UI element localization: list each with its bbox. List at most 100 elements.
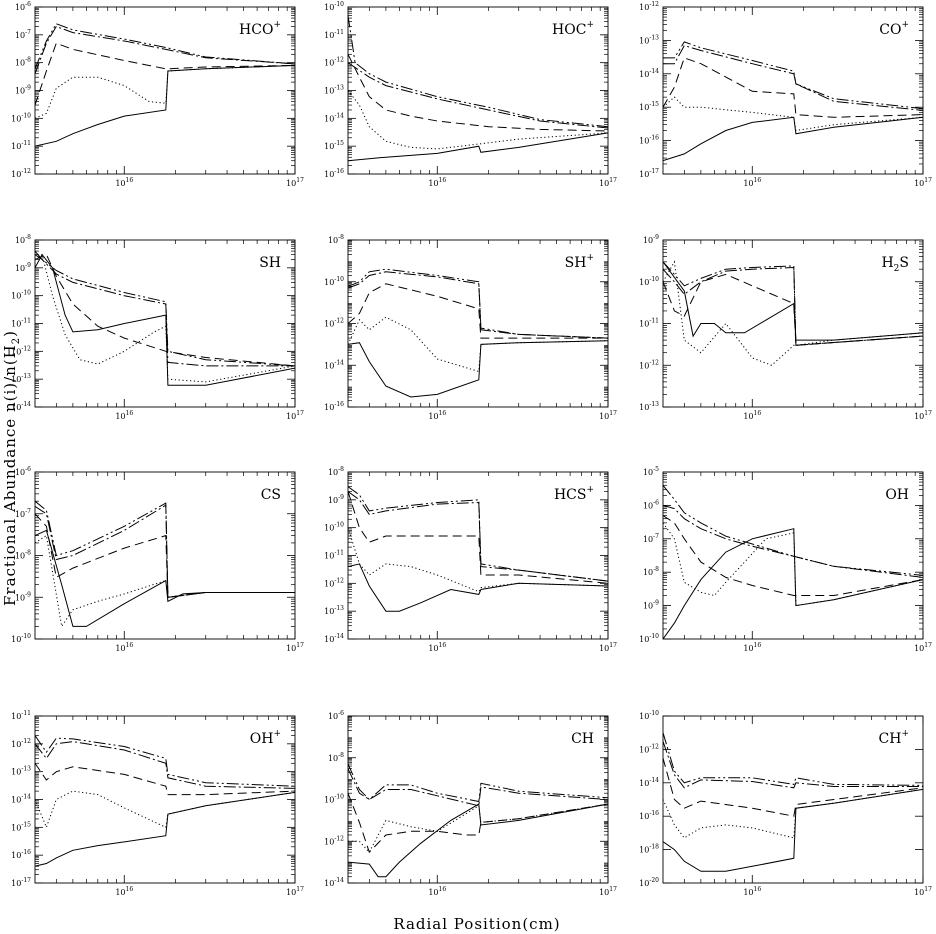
panel-title: OH bbox=[885, 487, 909, 503]
y-tick-label: 10-11 bbox=[11, 140, 31, 151]
y-tick-label: 10-12 bbox=[324, 318, 344, 329]
panel-5: 1016 1017 10-13 10-12 10-11 10-10 10-9 H2S bbox=[639, 234, 932, 421]
y-tick-label: 10-10 bbox=[639, 633, 659, 644]
plot-frame bbox=[34, 471, 296, 640]
panel-9: 1016 1017 10-17 10-16 10-15 10-14 10-13 10-12 10… bbox=[11, 710, 304, 897]
series-line-dashed bbox=[348, 491, 608, 584]
y-tick-label: 10-16 bbox=[639, 810, 659, 821]
y-tick-label: 10-14 bbox=[324, 359, 344, 370]
y-tick-label: 10-13 bbox=[639, 34, 659, 45]
y-tick-label: 10-8 bbox=[328, 234, 344, 245]
series-line-solid bbox=[663, 261, 923, 341]
y-tick-label: 10-9 bbox=[643, 600, 659, 611]
x-tick-label: 1017 bbox=[286, 177, 304, 188]
series-line-dashdotdot bbox=[348, 15, 608, 128]
series-line-dashdot bbox=[663, 504, 923, 578]
y-tick-label: 10-10 bbox=[324, 522, 344, 533]
y-tick-label: 10-15 bbox=[11, 821, 31, 832]
y-tick-label: 10-8 bbox=[15, 234, 31, 245]
series-line-dashed bbox=[663, 515, 923, 596]
y-tick-label: 10-10 bbox=[11, 633, 31, 644]
y-tick-label: 10-12 bbox=[11, 345, 31, 356]
y-tick-label: 10-12 bbox=[11, 738, 31, 749]
y-tick-label: 10-17 bbox=[11, 877, 31, 888]
panel-3: 1016 1017 10-14 10-13 10-12 10-11 10-10 10-9 10-… bbox=[11, 234, 304, 421]
y-tick-label: 10-14 bbox=[11, 794, 31, 805]
y-tick-label: 10-8 bbox=[15, 550, 31, 561]
series-line-dashdot bbox=[35, 25, 295, 74]
y-tick-label: 10-11 bbox=[639, 318, 659, 329]
y-tick-label: 10-11 bbox=[11, 710, 31, 721]
x-tick-label: 1016 bbox=[428, 410, 446, 421]
series-line-solid bbox=[348, 132, 608, 162]
series-line-solid bbox=[348, 803, 608, 878]
series-line-solid bbox=[35, 253, 295, 386]
x-tick-label: 1016 bbox=[428, 886, 446, 897]
y-tick-label: 10-13 bbox=[639, 401, 659, 412]
panel-8: 1016 1017 10-10 10-9 10-8 10-7 10-6 10-5 OH bbox=[639, 466, 932, 653]
panel-title: H2S bbox=[881, 255, 909, 274]
panel-title: HOC+ bbox=[552, 20, 594, 38]
series-line-dotted bbox=[35, 790, 295, 829]
series-line-dashed bbox=[348, 793, 608, 854]
plot-frame bbox=[662, 6, 924, 175]
series-line-dashed bbox=[663, 757, 923, 817]
panel-title: CS bbox=[261, 487, 281, 503]
series-line-solid bbox=[348, 340, 608, 398]
series-line-dashdotdot bbox=[35, 500, 295, 598]
y-axis-title-sub: 2 bbox=[11, 337, 22, 344]
y-tick-label: 10-10 bbox=[11, 290, 31, 301]
x-axis-title: Radial Position(cm) bbox=[393, 915, 560, 933]
y-tick-label: 10-8 bbox=[15, 57, 31, 68]
y-tick-label: 10-13 bbox=[11, 766, 31, 777]
x-tick-label: 1017 bbox=[286, 886, 304, 897]
series-line-dotted bbox=[348, 316, 608, 373]
y-tick-label: 10-14 bbox=[324, 877, 344, 888]
panel-title: CO+ bbox=[879, 20, 909, 38]
y-tick-label: 10-16 bbox=[324, 168, 344, 179]
series-line-dashdotdot bbox=[348, 268, 608, 339]
series-line-dashdotdot bbox=[35, 250, 295, 367]
y-tick-label: 10-16 bbox=[324, 401, 344, 412]
series-line-dotted bbox=[663, 260, 923, 366]
series-line-solid bbox=[663, 788, 923, 872]
y-tick-label: 10-15 bbox=[324, 140, 344, 151]
series-line-dashdot bbox=[663, 266, 923, 346]
series-line-dashdot bbox=[348, 271, 608, 339]
x-tick-label: 1017 bbox=[599, 642, 617, 653]
series-line-dotted bbox=[663, 522, 923, 607]
x-tick-label: 1016 bbox=[743, 410, 761, 421]
y-tick-label: 10-8 bbox=[328, 752, 344, 763]
series-line-dashdot bbox=[35, 504, 295, 598]
y-tick-label: 10-10 bbox=[324, 794, 344, 805]
panel-title: CH bbox=[571, 731, 594, 747]
x-tick-label: 1017 bbox=[914, 642, 932, 653]
series-line-dashdot bbox=[35, 254, 295, 367]
y-tick-label: 10-8 bbox=[643, 566, 659, 577]
y-tick-label: 10-9 bbox=[15, 85, 31, 96]
y-tick-label: 10-16 bbox=[11, 849, 31, 860]
y-tick-label: 10-12 bbox=[11, 168, 31, 179]
y-tick-label: 10-11 bbox=[11, 318, 31, 329]
series-line-dashed bbox=[35, 763, 295, 796]
y-tick-label: 10-13 bbox=[324, 85, 344, 96]
y-tick-label: 10-6 bbox=[15, 466, 31, 477]
x-tick-label: 1017 bbox=[286, 410, 304, 421]
y-tick-label: 10-9 bbox=[15, 262, 31, 273]
x-tick-label: 1016 bbox=[428, 642, 446, 653]
y-tick-label: 10-10 bbox=[324, 1, 344, 12]
series-line-solid bbox=[348, 563, 608, 612]
y-tick-label: 10-9 bbox=[15, 591, 31, 602]
y-tick-label: 10-9 bbox=[643, 234, 659, 245]
y-tick-label: 10-7 bbox=[15, 508, 31, 519]
panel-7: 1016 1017 10-14 10-13 10-12 10-11 10-10 10-9 10-… bbox=[324, 466, 617, 653]
x-tick-label: 1017 bbox=[914, 410, 932, 421]
y-tick-label: 10-17 bbox=[639, 168, 659, 179]
series-line-dashed bbox=[35, 253, 295, 367]
panel-0: 1016 1017 10-12 10-11 10-10 10-9 10-8 10-7 10-6 H… bbox=[11, 1, 304, 188]
y-tick-label: 10-9 bbox=[328, 494, 344, 505]
y-tick-label: 10-14 bbox=[639, 777, 659, 788]
plot-frame bbox=[347, 715, 609, 884]
y-tick-label: 10-6 bbox=[643, 499, 659, 510]
